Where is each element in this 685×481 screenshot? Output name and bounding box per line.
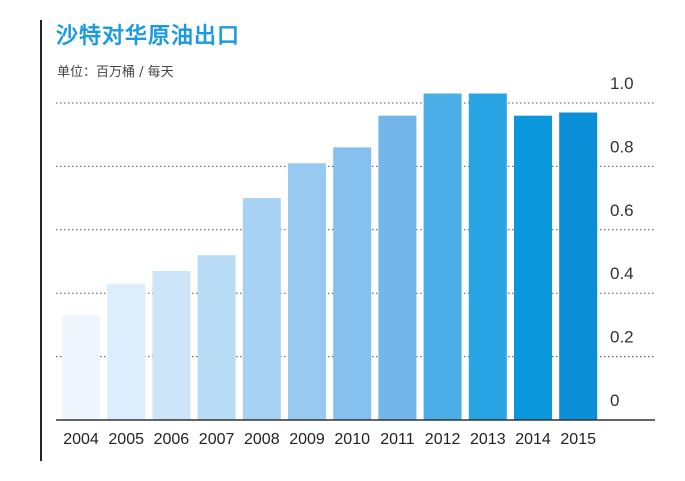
bar-2014 [514, 115, 552, 421]
y-tick-label: 0.4 [610, 264, 634, 283]
x-tick-label-2012: 2012 [425, 431, 461, 448]
x-tick-label-2011: 2011 [380, 431, 415, 448]
bar-2009 [288, 163, 326, 421]
y-tick-label: 0 [610, 391, 619, 410]
unit-label: 单位：百万桶 / 每天 [57, 65, 174, 80]
x-tick-label-2007: 2007 [199, 431, 235, 448]
bar-2007 [197, 255, 236, 420]
left-accent-rule [40, 20, 42, 461]
bar-2006 [152, 271, 191, 420]
x-tick-label-2008: 2008 [244, 431, 280, 448]
bar-2010 [333, 147, 372, 420]
y-tick-label: 1.0 [610, 74, 634, 93]
x-tick-label-2004: 2004 [63, 431, 99, 448]
y-axis-ticks: 0 0.2 0.4 0.6 0.8 1.0 [610, 74, 634, 410]
bar-2011 [378, 115, 417, 421]
bar-2015 [559, 112, 598, 420]
chart-title: 沙特对华原油出口 [56, 24, 241, 49]
bar-2008 [242, 198, 281, 420]
x-tick-label-2014: 2014 [515, 431, 551, 448]
x-axis-ticks: 2004 2005 2006 2007 2008 2009 2010 2011 2012 2013… [63, 431, 596, 448]
x-tick-label-2013: 2013 [470, 431, 506, 448]
x-tick-label-2015: 2015 [560, 431, 596, 448]
x-tick-label-2010: 2010 [334, 431, 370, 448]
x-tick-label-2006: 2006 [154, 431, 190, 448]
bars [62, 93, 598, 421]
x-tick-label-2005: 2005 [108, 431, 144, 448]
bar-2005 [107, 283, 146, 420]
y-tick-label: 0.6 [610, 201, 634, 220]
x-tick-label-2009: 2009 [289, 431, 325, 448]
y-tick-label: 0.8 [610, 137, 634, 156]
bar-2004 [62, 315, 100, 420]
bar-2013 [468, 93, 507, 421]
y-tick-label: 0.2 [610, 328, 634, 347]
bar-2012 [423, 93, 462, 421]
